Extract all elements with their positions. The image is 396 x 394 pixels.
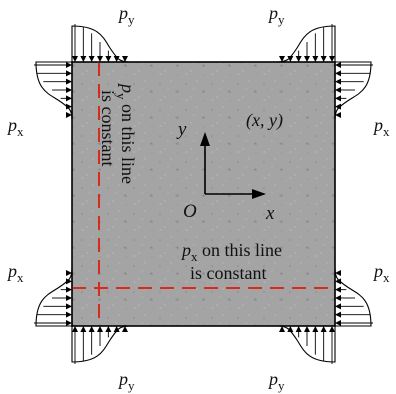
- right-lower-load-arrow-head: [335, 295, 341, 301]
- right-lower-load-arrow-head: [335, 278, 341, 285]
- point-label: (x, y): [246, 110, 283, 131]
- top-right-load-arrow-head: [329, 56, 335, 62]
- top-right-load-arrow-head: [279, 56, 285, 62]
- left-lower-load-arrow-head: [66, 303, 72, 310]
- bottom-right-load-arrow-head: [320, 326, 327, 332]
- x-axis-arrowhead: [252, 189, 266, 199]
- coordinate-axes: [200, 132, 266, 199]
- right-upper-load-arrow-head: [335, 70, 341, 77]
- right-lower-load-curve: [334, 267, 372, 327]
- top-left-load-arrow-head: [122, 56, 128, 62]
- top-right-load-arrow-head: [312, 56, 319, 62]
- top-left-load-arrow-head: [113, 56, 120, 62]
- left-upper-load-arrow-head: [66, 87, 72, 93]
- vertical-line-note: py on this line is constant: [98, 82, 138, 189]
- left-upper-load-arrow-head: [66, 112, 72, 118]
- bottom-right-load-arrow-head: [295, 326, 302, 332]
- load-label-left-lower: px: [6, 261, 24, 285]
- bottom-left-load-arrow-head: [113, 326, 120, 332]
- bottom-right-load-arrow-head: [312, 326, 319, 332]
- top-right-load-curve: [276, 25, 336, 63]
- top-left-load-arrow-head: [88, 56, 95, 62]
- top-right-load-arrow-head: [295, 56, 302, 62]
- plate: [71, 61, 336, 327]
- left-upper-load-arrow-head: [66, 78, 72, 85]
- bottom-left-load-arrow-head: [97, 326, 103, 332]
- right-lower-load-arrow-head: [335, 311, 341, 318]
- left-lower-load-arrow-head: [66, 320, 72, 326]
- bottom-right-load-curve: [276, 325, 336, 363]
- left-lower-load-arrow-head: [66, 270, 72, 276]
- y-axis-label: y: [176, 119, 187, 140]
- right-upper-load-arrow-head: [335, 95, 341, 102]
- left-lower-load-arrow-head: [66, 278, 72, 285]
- top-left-load-arrow-head: [80, 56, 87, 62]
- load-arrows: [34, 24, 373, 364]
- origin-label: O: [183, 201, 197, 222]
- bottom-left-load-arrow-head: [88, 326, 95, 332]
- left-upper-load-curve: [35, 61, 73, 121]
- bottom-right-load-arrow-head: [287, 326, 294, 332]
- x-axis-label: x: [265, 203, 275, 224]
- right-lower-load-arrow-head: [335, 270, 341, 276]
- right-lower-load-arrow-head: [335, 286, 341, 293]
- right-upper-load-arrow-head: [335, 87, 341, 93]
- load-distribution-curves: [35, 25, 372, 363]
- right-lower-load-arrow-head: [335, 303, 341, 310]
- load-label-top-left: py: [117, 3, 135, 27]
- left-lower-load-arrow-head: [66, 295, 72, 301]
- load-label-left-upper: px: [6, 115, 24, 139]
- top-left-load-curve: [71, 25, 131, 63]
- bottom-left-load-arrow-head: [72, 326, 78, 332]
- right-upper-load-arrow-head: [335, 112, 341, 118]
- top-left-load-arrow-head: [72, 56, 78, 62]
- load-label-top-right: py: [267, 3, 285, 27]
- left-upper-load-arrow-head: [66, 95, 72, 102]
- left-lower-load-curve: [35, 267, 73, 327]
- right-upper-load-arrow-head: [335, 103, 341, 110]
- load-label-bottom-right: py: [267, 369, 285, 393]
- y-axis-arrowhead: [200, 132, 210, 146]
- load-label-right-lower: px: [372, 261, 390, 285]
- bottom-right-load-arrow-head: [329, 326, 335, 332]
- bottom-right-load-arrow-head: [304, 326, 310, 332]
- horizontal-line-note: px on this line: [180, 240, 282, 264]
- top-right-load-arrow-head: [304, 56, 310, 62]
- load-label-bottom-left: py: [117, 369, 135, 393]
- left-upper-load-arrow-head: [66, 70, 72, 77]
- right-upper-load-arrow-head: [335, 62, 341, 68]
- right-upper-load-arrow-head: [335, 78, 341, 85]
- right-lower-load-arrow-head: [335, 320, 341, 326]
- right-upper-load-curve: [334, 61, 372, 121]
- bottom-left-load-curve: [71, 325, 131, 363]
- top-right-load-arrow-head: [287, 56, 294, 62]
- left-lower-load-arrow-head: [66, 311, 72, 318]
- bottom-left-load-arrow-head: [105, 326, 112, 332]
- horizontal-line-note-2: is constant: [190, 263, 267, 283]
- bottom-right-load-arrow-head: [279, 326, 285, 332]
- left-upper-load-arrow-head: [66, 62, 72, 68]
- left-lower-load-arrow-head: [66, 286, 72, 293]
- top-left-load-arrow-head: [105, 56, 112, 62]
- bottom-left-load-arrow-head: [80, 326, 87, 332]
- bottom-left-load-arrow-head: [122, 326, 128, 332]
- load-label-right-upper: px: [372, 115, 390, 139]
- top-right-load-arrow-head: [320, 56, 327, 62]
- left-upper-load-arrow-head: [66, 103, 72, 110]
- top-left-load-arrow-head: [97, 56, 103, 62]
